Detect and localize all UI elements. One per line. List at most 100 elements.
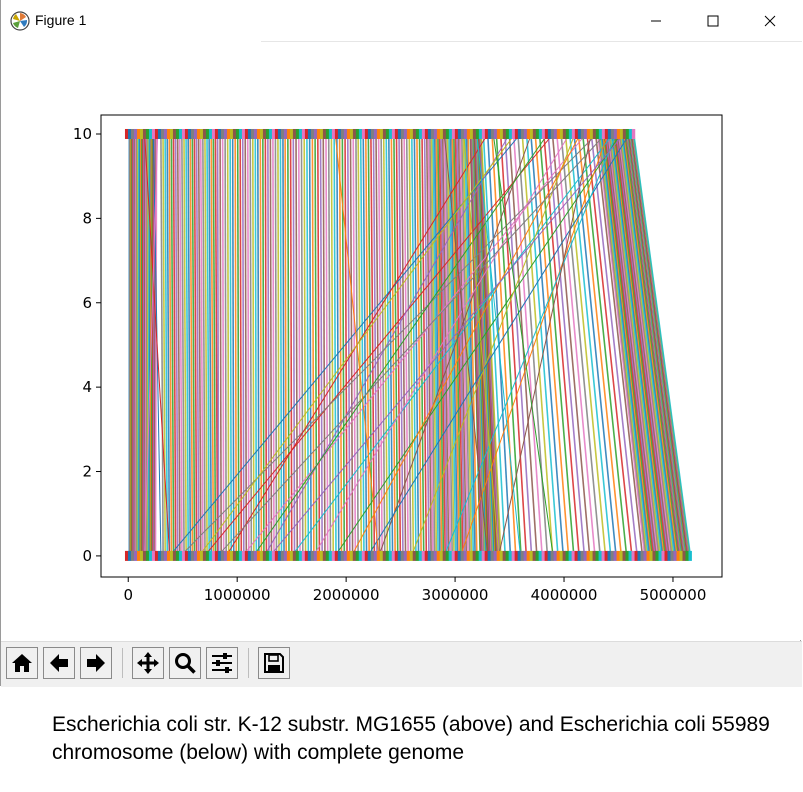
forward-button[interactable]: [80, 647, 112, 679]
synteny-link: [272, 133, 275, 556]
synteny-link: [619, 133, 673, 557]
synteny-link: [341, 133, 346, 556]
genome-track-segment: [208, 128, 213, 139]
synteny-link: [154, 133, 158, 556]
synteny-link: [451, 133, 461, 556]
close-button[interactable]: [741, 0, 799, 42]
synteny-link: [617, 133, 672, 557]
genome-track-segment: [460, 128, 465, 139]
synteny-link: [239, 133, 243, 556]
genome-track-segment: [481, 128, 486, 139]
synteny-link: [416, 133, 422, 556]
synteny-link: [176, 133, 181, 556]
synteny-link: [597, 133, 646, 556]
synteny-link: [229, 133, 233, 556]
home-button[interactable]: [6, 647, 38, 679]
genome-track-segment: [397, 550, 402, 561]
genome-track-segment: [322, 550, 327, 561]
synteny-link: [254, 133, 258, 556]
synteny-link: [395, 133, 402, 556]
genome-track-segment: [568, 550, 572, 561]
synteny-link: [287, 133, 290, 556]
crossing-link: [269, 133, 625, 557]
genome-track-segment: [409, 128, 414, 139]
genome-track-segment: [313, 128, 318, 139]
synteny-link: [210, 133, 215, 556]
genome-track-segment: [439, 128, 444, 139]
synteny-link: [303, 133, 307, 556]
genome-track-segment: [493, 550, 498, 561]
back-button[interactable]: [43, 647, 75, 679]
synteny-link: [183, 133, 187, 556]
genome-track-segment: [286, 550, 291, 561]
save-button[interactable]: [258, 647, 290, 679]
genome-track-segment: [241, 128, 246, 139]
genome-track-segment: [349, 128, 354, 139]
genome-track-segment: [298, 550, 303, 561]
genome-track-segment: [631, 128, 636, 139]
genome-track-segment: [295, 128, 300, 139]
genome-track-segment: [259, 128, 264, 139]
genome-track-segment: [265, 550, 270, 561]
minimize-button[interactable]: [627, 0, 685, 42]
synteny-link: [445, 133, 454, 556]
genome-track-segment: [211, 128, 216, 139]
configure-subplots-button[interactable]: [206, 647, 238, 679]
genome-track-segment: [226, 550, 231, 561]
synteny-link: [564, 133, 607, 556]
synteny-link: [608, 133, 660, 556]
genome-track-segment: [580, 550, 584, 561]
genome-track-segment: [157, 550, 162, 561]
genome-track-segment: [625, 550, 629, 561]
synteny-link: [146, 133, 149, 556]
genome-track-segment: [367, 128, 372, 139]
genome-track-segment: [376, 128, 381, 139]
genome-track-segment: [220, 550, 225, 561]
genome-track-segment: [574, 550, 578, 561]
genome-track-segment: [169, 128, 174, 139]
synteny-link: [314, 133, 318, 556]
synteny-link: [333, 133, 337, 556]
genome-track-segment: [472, 550, 477, 561]
pan-button[interactable]: [132, 647, 164, 679]
genome-track-segment: [667, 550, 671, 561]
genome-track-segment: [478, 550, 483, 561]
genome-track-segment: [139, 550, 144, 561]
genome-track-segment: [451, 550, 456, 561]
y-tick-label: 2: [82, 463, 92, 481]
figure-canvas[interactable]: 0 1000000 2000000 3000000 4000000 5000000 0 2 4 6…: [1, 42, 802, 640]
genome-track-segment: [214, 550, 219, 561]
genome-track-segment: [493, 128, 498, 139]
synteny-link: [599, 133, 649, 556]
genome-track-segment: [604, 550, 608, 561]
genome-track-segment: [244, 128, 249, 139]
genome-track-segment: [415, 128, 420, 139]
genome-track-segment: [193, 128, 198, 139]
genome-track-segment: [544, 128, 549, 139]
x-tick-label: 4000000: [531, 586, 598, 604]
genome-track-segment: [499, 550, 504, 561]
maximize-button[interactable]: [684, 0, 742, 42]
genome-track-segment: [580, 128, 585, 139]
synteny-link: [491, 133, 517, 556]
synteny-link: [142, 133, 145, 556]
synteny-link: [364, 133, 370, 556]
synteny-link: [214, 133, 219, 556]
genome-track-segment: [418, 550, 423, 561]
genome-track-segment: [364, 128, 369, 139]
genome-track-segment: [460, 550, 465, 561]
genome-track-segment: [613, 128, 618, 139]
synteny-link: [197, 133, 202, 556]
zoom-button[interactable]: [169, 647, 201, 679]
genome-track-segment: [616, 128, 621, 139]
title-bar[interactable]: Figure 1: [1, 0, 802, 42]
genome-track-segment: [205, 128, 210, 139]
genome-track-segment: [601, 550, 605, 561]
synteny-chart[interactable]: 0 1000000 2000000 3000000 4000000 5000000 0 2 4 6…: [1, 42, 802, 640]
genome-track-segment: [328, 128, 333, 139]
genome-track-segment: [613, 550, 617, 561]
genome-track-segment: [550, 550, 555, 561]
genome-track-segment: [196, 128, 201, 139]
genome-track-segment: [388, 550, 393, 561]
genome-track-segment: [355, 550, 360, 561]
